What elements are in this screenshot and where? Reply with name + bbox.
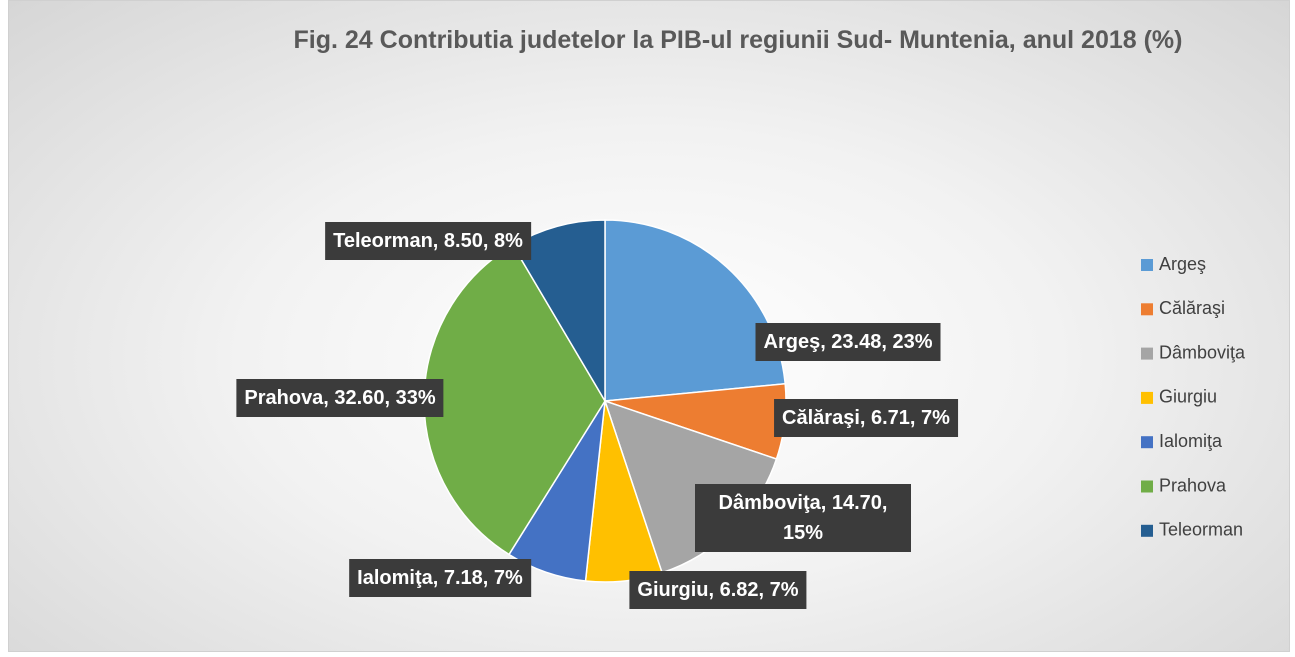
legend-label: Argeş [1159, 254, 1206, 274]
data-label: Ialomiţa, 7.18, 7% [349, 559, 531, 597]
legend-label: Giurgiu [1159, 387, 1217, 407]
legend-label: Călăraşi [1159, 298, 1225, 318]
legend-swatch [1141, 347, 1153, 360]
data-label: Dâmboviţa, 14.70, 15% [695, 484, 911, 552]
pie-slice [604, 219, 786, 402]
data-label: Giurgiu, 6.82, 7% [629, 571, 807, 609]
data-label: Teleorman, 8.50, 8% [325, 222, 531, 260]
data-label: Călăraşi, 6.71, 7% [774, 399, 958, 437]
legend-swatch [1141, 436, 1153, 449]
legend-label: Dâmboviţa [1159, 342, 1246, 362]
legend-swatch [1141, 259, 1153, 271]
legend-swatch [1141, 303, 1153, 316]
legend-swatch [1141, 391, 1153, 404]
data-label: Prahova, 32.60, 33% [236, 379, 444, 417]
legend-swatch [1141, 524, 1153, 537]
chart-title: Fig. 24 Contributia judetelor la PIB-ul … [294, 26, 1183, 54]
legend-label: Prahova [1159, 475, 1227, 495]
data-label: Argeş, 23.48, 23% [755, 323, 941, 361]
legend-swatch [1141, 480, 1153, 493]
legend-label: Ialomiţa [1159, 431, 1223, 451]
legend-label: Teleorman [1159, 520, 1243, 540]
